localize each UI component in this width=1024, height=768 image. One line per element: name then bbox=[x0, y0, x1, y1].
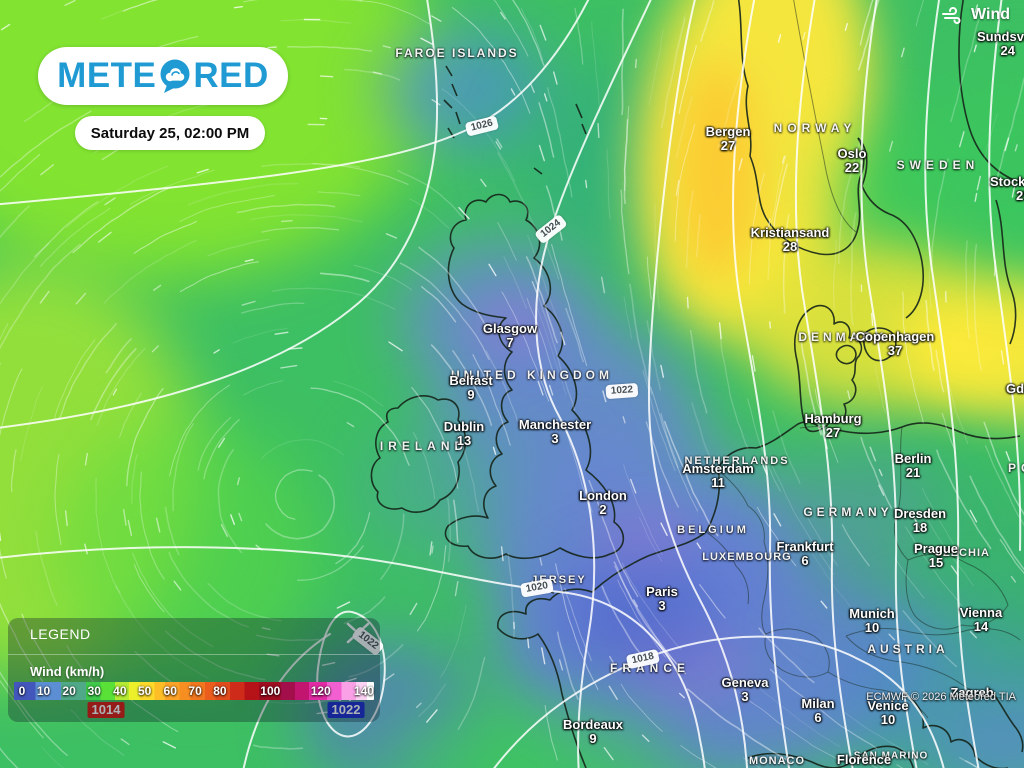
coast-baltic-south bbox=[837, 422, 1021, 440]
datetime-badge: Saturday 25, 02:00 PM bbox=[75, 116, 265, 150]
brand-text-right: RED bbox=[193, 56, 269, 95]
city-wind-value: 24 bbox=[1000, 43, 1015, 58]
meteored-bubble-icon bbox=[160, 59, 190, 93]
legend-tick-100: 100 bbox=[260, 684, 281, 698]
legend-tick-80: 80 bbox=[213, 684, 227, 698]
legend-tick-20: 20 bbox=[62, 684, 76, 698]
wind-speed-scale: 0 10 20 30 40 50 60 70 80 100 120 140 bbox=[14, 682, 374, 700]
border-de-dk bbox=[799, 426, 837, 429]
legend-divider bbox=[8, 654, 380, 655]
legend-tick-120: 120 bbox=[310, 684, 331, 698]
legend-unit-label: Wind (km/h) bbox=[30, 664, 105, 679]
layer-label: Wind bbox=[971, 6, 1010, 23]
legend-tick-50: 50 bbox=[137, 684, 152, 698]
datetime-text: Saturday 25, 02:00 PM bbox=[90, 124, 250, 142]
legend-tick-10: 10 bbox=[36, 684, 51, 698]
wind-icon bbox=[942, 7, 961, 24]
legend-tick-70: 70 bbox=[188, 684, 202, 698]
model-attribution: ECMWF © 2026 Meteored TIA bbox=[866, 691, 1016, 703]
legend-tick-40: 40 bbox=[113, 684, 127, 698]
city-label-sundsvall: Sundsvall24 bbox=[977, 30, 1024, 57]
legend-tick-30: 30 bbox=[87, 684, 101, 698]
city-label-hamburg: Hamburg 27 bbox=[804, 412, 861, 439]
legend-tick-60: 60 bbox=[163, 684, 177, 698]
city-name: Sundsvall bbox=[977, 29, 1024, 44]
legend-tick-0: 0 bbox=[18, 684, 26, 698]
meteored-wordmark: METE RED bbox=[57, 56, 269, 96]
city-name: Hamburg bbox=[804, 411, 862, 426]
legend-tick-140: 140 bbox=[353, 684, 374, 698]
region-label-poland: POLAND bbox=[1008, 461, 1024, 475]
meteored-logo[interactable]: METE RED bbox=[38, 47, 288, 105]
brand-text-left: METE bbox=[57, 56, 157, 95]
layer-selector-wind[interactable]: Wind bbox=[941, 6, 1010, 24]
city-wind-value: 27 bbox=[825, 425, 841, 440]
legend-panel: LEGEND Wind (km/h) 0 10 20 30 40 50 60 70 80 100 1… bbox=[8, 618, 380, 722]
legend-title: LEGEND bbox=[30, 626, 91, 642]
